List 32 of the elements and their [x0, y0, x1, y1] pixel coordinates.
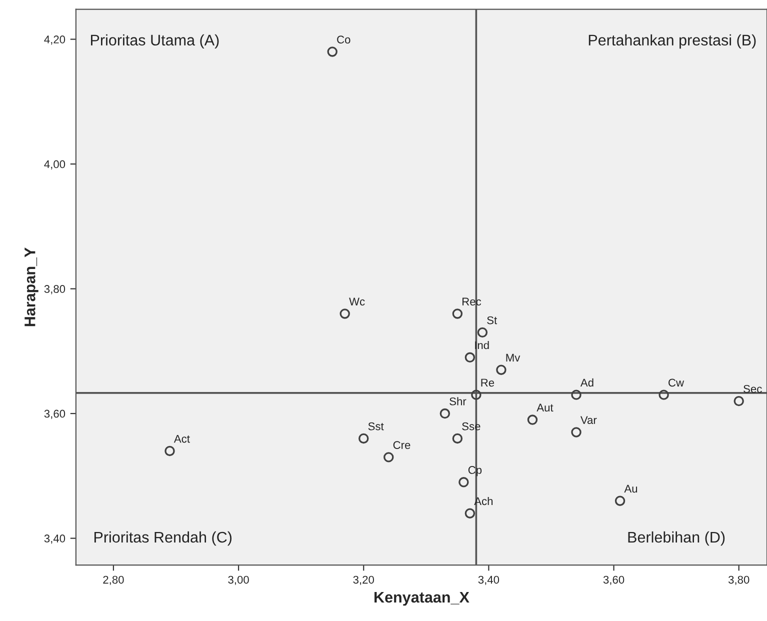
annotation: Var [580, 416, 597, 424]
y-tick-label: 3,60 [44, 410, 66, 419]
x-tick-label: 3,80 [728, 576, 750, 585]
annotation: Sec [744, 384, 762, 393]
annotation: Sst [368, 422, 384, 430]
annotation: Prioritas Utama (A) [91, 34, 219, 49]
annotation: Shr [450, 397, 466, 406]
annotation: Cw [668, 378, 684, 387]
annotation: Berlebihan (D) [628, 531, 725, 546]
annotation: Co [337, 36, 350, 44]
annotation: Aut [536, 404, 554, 412]
y-tick-label: 4,00 [44, 160, 66, 170]
x-tick-label: 3,60 [603, 576, 624, 585]
x-tick-label: 3,00 [228, 576, 249, 585]
annotation: Prioritas Rendah (C) [94, 531, 232, 546]
annotation: Re [481, 378, 494, 387]
y-tick-label: 3,80 [44, 285, 66, 294]
y-tick-label: 3,40 [44, 534, 66, 544]
annotation: Wc [349, 298, 365, 306]
x-axis-title: Kenyataan_X [374, 592, 470, 606]
x-tick-label: 2,80 [103, 576, 124, 585]
annotation: Pertahankan prestasi (B) [588, 34, 756, 49]
x-tick-label: 3,40 [478, 576, 500, 585]
y-axis-title: Harapan_Y [24, 248, 38, 326]
y-tick-label: 4,20 [44, 36, 66, 45]
annotation: Act [174, 434, 190, 443]
annotation: St [487, 316, 498, 324]
annotation: Ad [580, 378, 594, 387]
x-tick-label: 3,20 [353, 576, 374, 585]
annotation: Au [624, 484, 638, 493]
annotation: Cre [393, 441, 410, 449]
annotation: Mv [506, 354, 520, 362]
